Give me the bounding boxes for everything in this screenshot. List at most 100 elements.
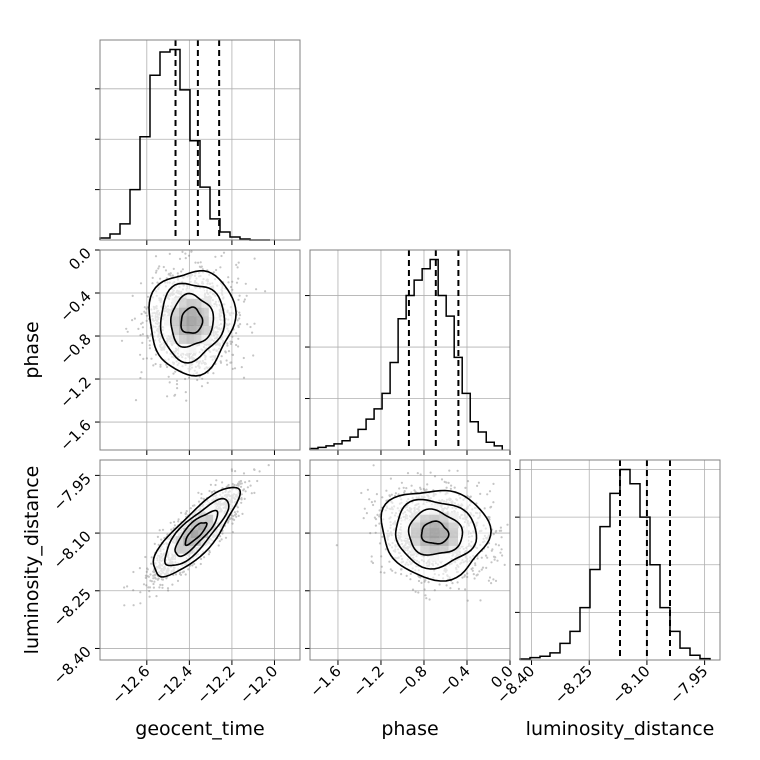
sample-point [227, 483, 230, 487]
sample-point [166, 395, 169, 398]
sample-point [231, 353, 235, 356]
sample-point [424, 579, 427, 582]
sample-point [449, 487, 452, 490]
sample-point [141, 333, 144, 336]
sample-point [123, 586, 126, 589]
sample-point [488, 518, 491, 521]
sample-point [374, 518, 378, 521]
sample-point [227, 276, 230, 279]
sample-point [188, 376, 191, 379]
sample-point [178, 257, 182, 260]
sample-point [506, 523, 509, 526]
sample-point [438, 583, 441, 586]
sample-point [378, 522, 381, 525]
sample-point [231, 280, 234, 283]
sample-point [185, 399, 188, 402]
sample-point [167, 375, 170, 378]
sample-point [203, 556, 206, 559]
density-contour [152, 486, 242, 578]
sample-point [466, 575, 469, 579]
sample-point [378, 542, 382, 545]
sample-point [146, 306, 149, 309]
sample-point [169, 274, 172, 277]
sample-point [161, 578, 164, 581]
sample-point [199, 261, 202, 264]
sample-point [148, 344, 151, 347]
sample-point [209, 483, 212, 486]
sample-point [246, 323, 249, 326]
sample-point [181, 571, 184, 574]
sample-point [485, 566, 488, 570]
sample-point [480, 556, 483, 559]
sample-point [400, 568, 403, 571]
sample-point [168, 381, 171, 384]
sample-point [233, 518, 236, 522]
sample-point [236, 506, 239, 509]
sample-point [250, 492, 253, 495]
sample-point [242, 488, 246, 491]
sample-point [240, 497, 243, 500]
sample-point [240, 366, 243, 369]
sample-point [166, 587, 170, 590]
sample-point [390, 493, 393, 496]
sample-point [486, 556, 489, 559]
sample-point [241, 512, 244, 516]
sample-point [159, 583, 162, 587]
sample-point [253, 322, 256, 325]
sample-point [229, 340, 232, 343]
sample-point [224, 350, 227, 353]
sample-point [161, 586, 164, 589]
sample-point [414, 590, 417, 593]
sample-point [156, 281, 159, 284]
sample-point [194, 261, 197, 264]
sample-point [143, 306, 146, 309]
sample-point [215, 479, 218, 482]
sample-point [234, 513, 237, 517]
sample-point [144, 576, 147, 580]
sample-point [152, 586, 155, 589]
sample-point [184, 252, 187, 255]
sample-point [158, 586, 161, 589]
sample-point [238, 311, 241, 314]
sample-point [253, 468, 256, 471]
sample-point [148, 595, 151, 598]
density-contour [380, 489, 492, 582]
density-contour [407, 508, 464, 556]
sample-point [385, 489, 388, 492]
sample-point [151, 282, 154, 285]
sample-point [422, 487, 425, 491]
sample-point [235, 484, 238, 487]
sample-point [383, 571, 386, 574]
sample-point [227, 520, 230, 523]
sample-point [229, 361, 232, 364]
sample-point [154, 255, 158, 258]
sample-point [464, 588, 467, 591]
sample-point [400, 481, 403, 484]
sample-point [487, 516, 490, 519]
sample-point [417, 591, 420, 594]
sample-point [217, 544, 220, 547]
sample-point [193, 504, 196, 507]
sample-point [176, 272, 179, 275]
sample-point [236, 266, 239, 269]
sample-point [237, 345, 240, 348]
sample-point [165, 577, 168, 580]
sample-point [235, 263, 238, 266]
sample-point [151, 276, 154, 279]
sample-point [140, 312, 143, 316]
sample-point [466, 599, 469, 602]
sample-point [172, 372, 175, 375]
sample-point [490, 582, 493, 585]
sample-point [173, 520, 176, 524]
sample-point [213, 489, 216, 493]
sample-point [472, 573, 475, 576]
sample-point [157, 577, 160, 580]
sample-point [148, 590, 151, 593]
sample-point [445, 481, 448, 484]
y-axis-label-phase: phase [21, 321, 43, 378]
sample-point [381, 535, 384, 538]
sample-point [252, 354, 255, 357]
sample-point [152, 577, 155, 580]
sample-point [388, 494, 391, 497]
sample-point [238, 294, 241, 297]
